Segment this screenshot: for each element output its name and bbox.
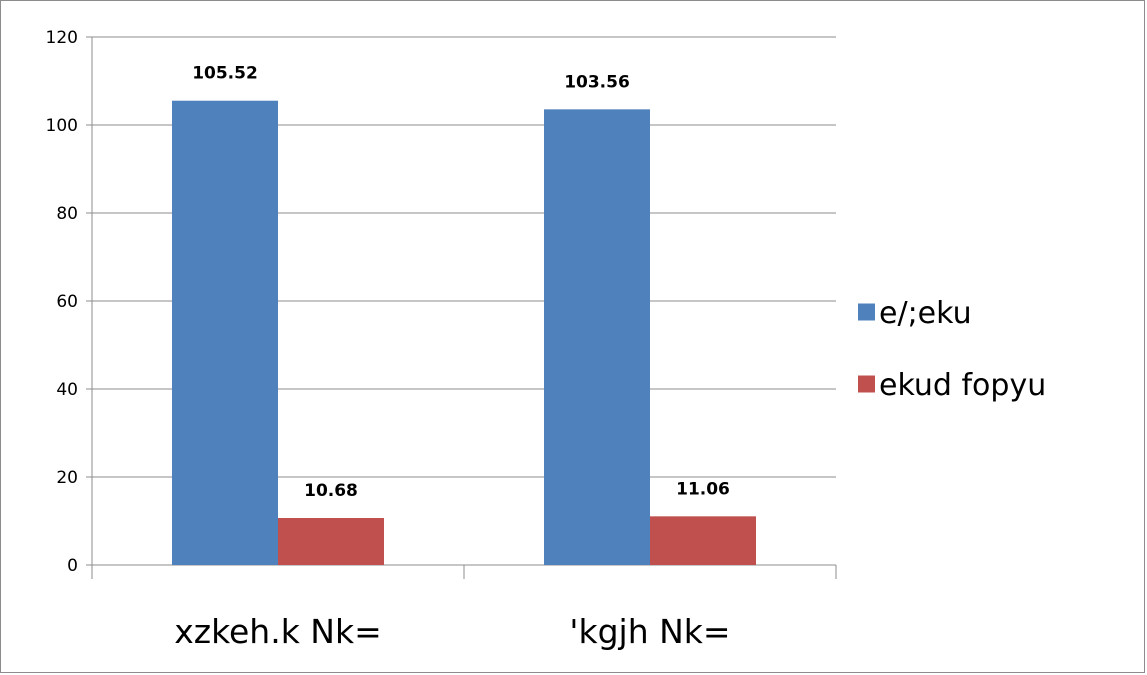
y-tick-label: 20	[56, 468, 78, 488]
legend: e/;eku ekud fopyu	[858, 296, 1046, 403]
y-tick-label: 120	[46, 28, 78, 48]
bar-series-1	[172, 100, 278, 565]
bar-series-2	[278, 518, 384, 565]
legend-label: e/;eku	[879, 296, 972, 331]
y-tick-label: 80	[56, 204, 78, 224]
bars	[172, 100, 756, 565]
y-tick-label: 60	[56, 292, 78, 312]
legend-swatch	[858, 375, 875, 393]
legend-label: ekud fopyu	[879, 368, 1046, 403]
y-tick-label: 40	[56, 380, 78, 400]
data-label: 11.06	[676, 479, 730, 499]
data-label: 10.68	[304, 481, 358, 501]
data-label: 105.52	[192, 64, 258, 84]
data-labels: 105.52 10.68 103.56 11.06	[192, 64, 730, 501]
x-category-label: xzkeh.k Nk=	[174, 612, 382, 651]
x-category-label: 'kgjh Nk=	[569, 612, 730, 651]
bar-series-2	[650, 516, 756, 565]
legend-swatch	[858, 303, 875, 321]
bar-series-1	[544, 109, 650, 565]
y-tick-label: 0	[67, 556, 78, 576]
y-tick-label: 100	[46, 116, 78, 136]
data-label: 103.56	[564, 72, 630, 92]
